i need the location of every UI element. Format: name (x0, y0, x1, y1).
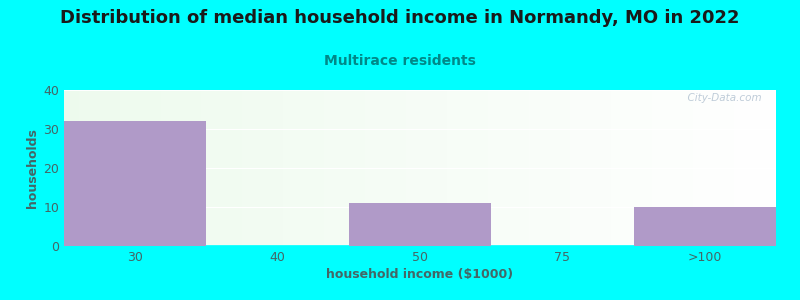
Bar (349, 203, 491, 246)
Text: City-Data.com: City-Data.com (681, 93, 762, 103)
Bar (634, 207, 776, 246)
Bar (64, 121, 206, 246)
Text: Multirace residents: Multirace residents (324, 54, 476, 68)
X-axis label: household income ($1000): household income ($1000) (326, 268, 514, 281)
Text: Distribution of median household income in Normandy, MO in 2022: Distribution of median household income … (60, 9, 740, 27)
Y-axis label: households: households (26, 128, 39, 208)
